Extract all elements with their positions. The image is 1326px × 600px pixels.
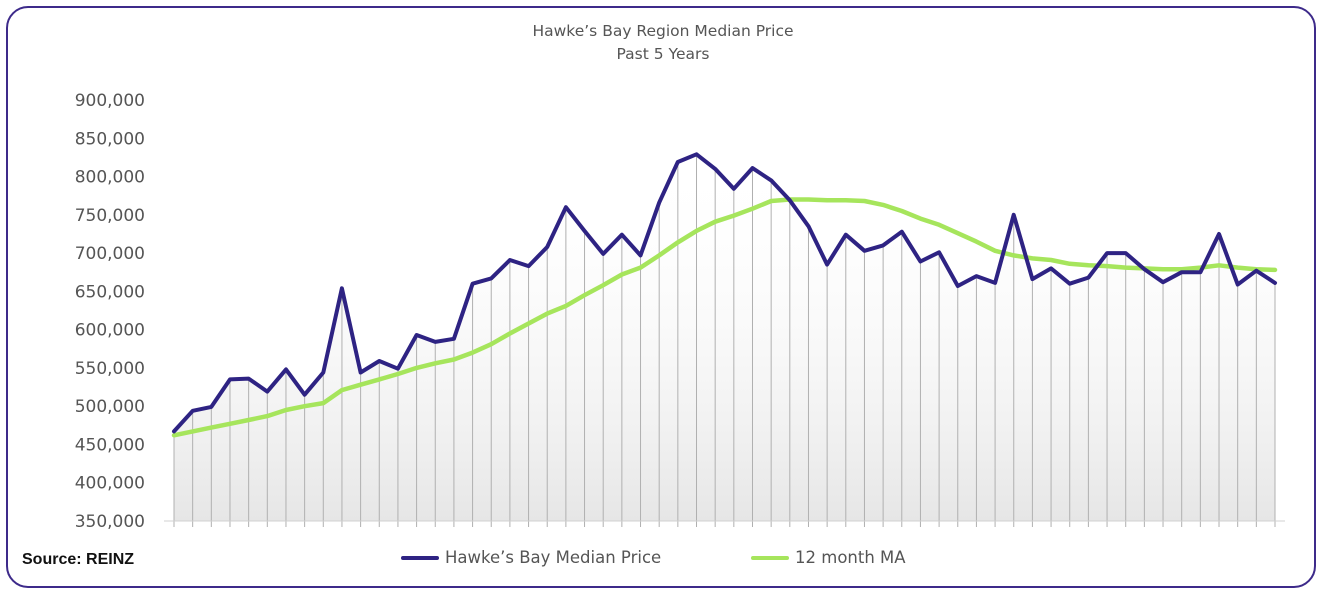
y-tick-label: 600,000 — [75, 321, 145, 341]
moving-average-line — [171, 197, 1278, 438]
y-tick-label: 750,000 — [75, 206, 145, 226]
chart-title: Hawke’s Bay Region Median Price — [532, 22, 794, 40]
chart-subtitle: Past 5 Years — [616, 45, 710, 63]
median-price-line — [172, 152, 1277, 434]
source-note: Source: REINZ — [22, 551, 135, 568]
legend-item-moving-average: 12 month MA — [751, 548, 906, 567]
legend-label-moving-average: 12 month MA — [795, 548, 906, 567]
y-tick-label: 350,000 — [75, 512, 145, 532]
y-tick-label: 900,000 — [75, 91, 145, 111]
y-tick-label: 550,000 — [75, 359, 145, 379]
y-tick-label: 700,000 — [75, 244, 145, 264]
y-tick-label: 400,000 — [75, 474, 145, 494]
y-tick-label: 850,000 — [75, 129, 145, 149]
y-tick-label: 500,000 — [75, 397, 145, 417]
legend-label-median-price: Hawke’s Bay Median Price — [445, 548, 662, 567]
median-price-area — [174, 154, 1275, 522]
y-tick-label: 800,000 — [75, 168, 145, 188]
legend-swatch-moving-average — [751, 555, 789, 560]
legend-item-median-price: Hawke’s Bay Median Price — [401, 548, 661, 567]
y-tick-label: 650,000 — [75, 282, 145, 302]
y-tick-label: 450,000 — [75, 435, 145, 455]
legend-swatch-median-price — [401, 555, 439, 560]
